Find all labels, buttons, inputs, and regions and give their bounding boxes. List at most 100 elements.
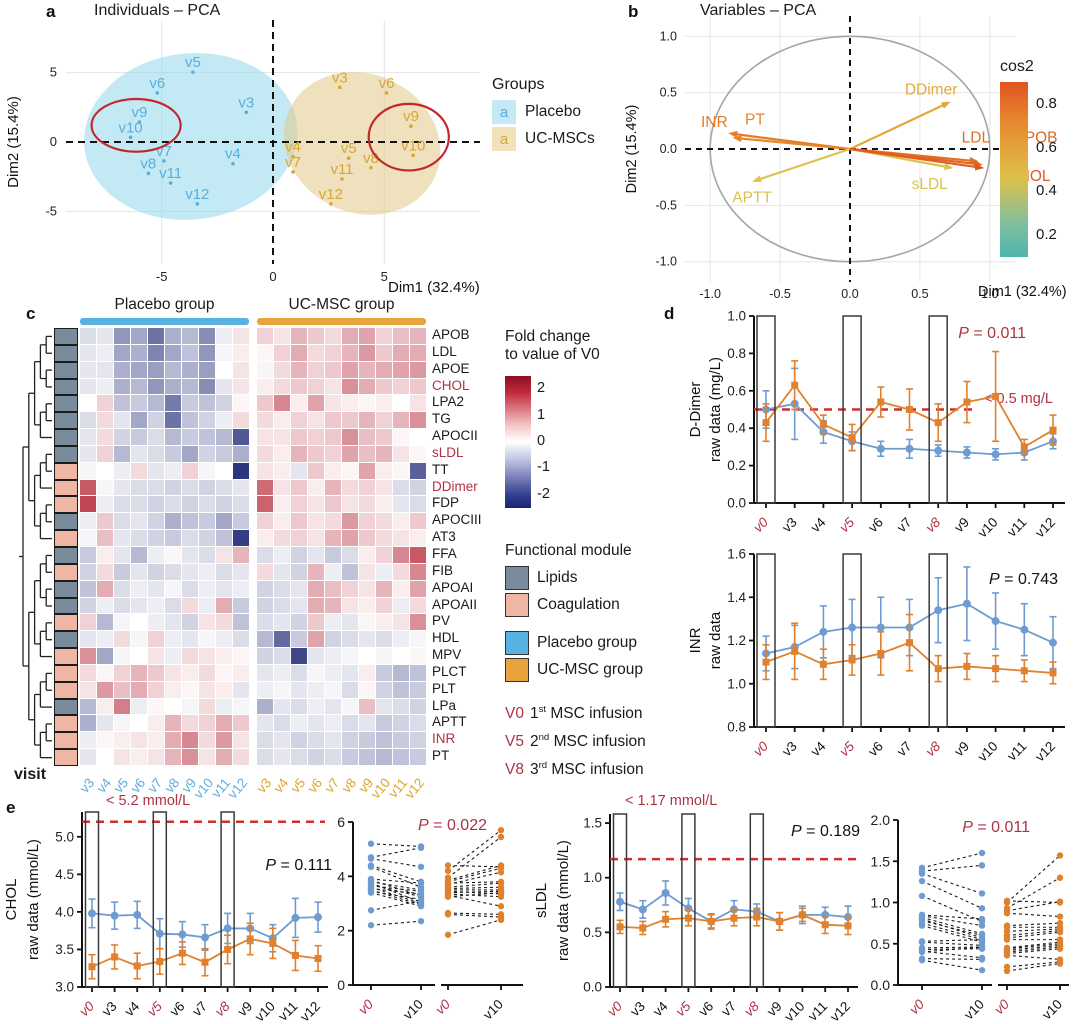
svg-text:v10: v10: [118, 119, 142, 136]
heatmap-ucmsc-block: [257, 328, 426, 765]
heatmap-cell: [216, 395, 232, 412]
data-point: [991, 450, 1000, 459]
heatmap-cell: [342, 614, 358, 631]
heatmap-cell: [182, 462, 198, 479]
paired-point: [444, 862, 452, 869]
heatmap-cell: [359, 580, 375, 597]
svg-text:0.0: 0.0: [871, 977, 891, 993]
heatmap-cell: [291, 395, 307, 412]
svg-text:-0.5: -0.5: [769, 287, 791, 301]
heatmap-cell: [114, 732, 130, 749]
module-annotation-coagulation: [54, 664, 78, 682]
data-point: [791, 647, 799, 655]
heatmap-cell: [376, 412, 392, 429]
heatmap-cell: [325, 563, 341, 580]
arrow-head: [943, 163, 954, 170]
svg-text:1.0: 1.0: [727, 676, 746, 691]
heatmap-cell: [148, 513, 164, 530]
svg-text:-1.0: -1.0: [655, 255, 677, 269]
heatmap-cell: [342, 496, 358, 513]
svg-text:v11: v11: [159, 165, 182, 182]
heatmap-cell: [114, 749, 130, 765]
heatmap-cell: [199, 664, 215, 681]
module-annotation-coagulation: [54, 496, 78, 514]
heatmap-cell: [97, 546, 113, 563]
data-point: [156, 957, 164, 965]
heatmap-cell: [148, 445, 164, 462]
fold-change-tick-labels: 2 1 0 -1 -2: [531, 376, 565, 508]
heatmap-cell: [216, 597, 232, 614]
heatmap-cell: [325, 479, 341, 496]
heatmap-cell: [325, 513, 341, 530]
groups-legend-item: a Placebo: [492, 100, 595, 124]
heatmap-cell: [342, 664, 358, 681]
heatmap-cell: [291, 513, 307, 530]
heatmap-cell: [274, 513, 290, 530]
heatmap-cell: [308, 715, 324, 732]
paired-point: [417, 897, 425, 904]
paired-point: [417, 863, 425, 871]
svg-text:v0: v0: [750, 738, 771, 759]
data-point: [224, 945, 232, 953]
heatmap-cell: [80, 749, 96, 765]
heatmap-cell: [182, 496, 198, 513]
svg-text:v4: v4: [808, 514, 829, 535]
svg-text:v6: v6: [865, 515, 886, 536]
svg-text:DDimer: DDimer: [905, 81, 958, 98]
heatmap-cell: [131, 749, 147, 765]
svg-text:PT: PT: [745, 112, 765, 129]
heatmap-cell: [291, 429, 307, 445]
heatmap-cell: [342, 631, 358, 648]
heatmap-cell: [376, 698, 392, 715]
module-label: Lipids: [537, 569, 578, 586]
groups-legend-title: Groups: [492, 76, 545, 93]
svg-text:v9: v9: [951, 739, 972, 760]
heatmap-row-label: INR: [432, 731, 456, 747]
paired-point: [1056, 898, 1064, 905]
heatmap-row-label: APOAI: [432, 579, 474, 595]
paired-point: [978, 862, 986, 869]
svg-text:v11: v11: [330, 161, 353, 178]
cos2-tick: 0.6: [1036, 138, 1057, 156]
heatmap-cell: [216, 378, 232, 395]
svg-text:v0: v0: [355, 996, 376, 1017]
heatmap-cell: [114, 631, 130, 648]
arrow-head: [728, 130, 738, 138]
heatmap-cell: [359, 445, 375, 462]
svg-text:INR: INR: [701, 114, 728, 131]
svg-text:v9: v9: [951, 515, 972, 536]
heatmap-cell: [165, 648, 181, 664]
heatmap-cell: [342, 361, 358, 378]
heatmap-cell: [308, 681, 324, 698]
infusion-box: [756, 553, 776, 728]
heatmap-cell: [114, 698, 130, 715]
highlight-circle: [367, 102, 450, 172]
heatmap-row-label: sLDL: [432, 444, 464, 460]
svg-text:1.0: 1.0: [727, 309, 746, 324]
heatmap-cell: [199, 648, 215, 664]
heatmap-cell: [410, 412, 426, 429]
heatmap-cell: [410, 496, 426, 513]
heatmap-row-label: DDimer: [432, 478, 478, 494]
svg-text:P = 0.011: P = 0.011: [958, 325, 1026, 342]
data-point: [1049, 426, 1057, 434]
heatmap-cell: [257, 513, 273, 530]
fold-change-tick: 2: [537, 380, 546, 397]
heatmap-cell: [216, 681, 232, 698]
svg-text:P = 0.022: P = 0.022: [418, 817, 487, 834]
svg-text:v0: v0: [750, 514, 771, 535]
heatmap-cell: [376, 614, 392, 631]
heatmap-cell: [308, 631, 324, 648]
heatmap-cell: [233, 563, 249, 580]
data-point: [848, 623, 857, 632]
svg-text:v5: v5: [673, 998, 694, 1019]
data-point: [819, 420, 827, 428]
heatmap-cell: [410, 429, 426, 445]
svg-text:raw data: raw data: [707, 611, 724, 669]
heatmap-cell: [325, 732, 341, 749]
data-point: [906, 639, 913, 647]
heatmap-row-labels: APOB LDL APOE CHOL LPA2 TG APOCII sLDL TT DDimer F…: [432, 327, 482, 765]
heatmap-cell: [233, 429, 249, 445]
heatmap-cell: [410, 749, 426, 765]
paired-point: [417, 890, 425, 898]
